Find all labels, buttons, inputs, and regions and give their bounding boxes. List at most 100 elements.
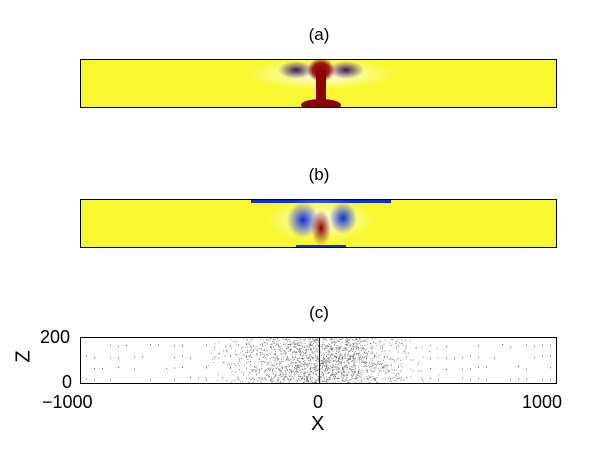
mesh-point bbox=[306, 356, 308, 358]
mesh-point bbox=[256, 353, 258, 355]
mesh-point bbox=[270, 378, 272, 380]
mesh-point bbox=[301, 345, 303, 347]
mesh-point bbox=[283, 353, 285, 355]
mesh-point bbox=[304, 377, 306, 379]
mesh-point bbox=[266, 369, 268, 371]
mesh-point bbox=[278, 369, 280, 371]
mesh-point bbox=[373, 342, 375, 344]
mesh-point bbox=[320, 370, 322, 372]
mesh-point bbox=[250, 346, 252, 347]
mesh-point bbox=[314, 364, 316, 366]
mesh-point bbox=[277, 377, 279, 379]
mesh-point bbox=[294, 367, 295, 369]
mesh-point bbox=[240, 348, 242, 350]
mesh-point bbox=[353, 362, 355, 363]
mesh-point bbox=[368, 382, 370, 383]
mesh-point bbox=[268, 367, 270, 369]
mesh-point bbox=[315, 366, 317, 367]
mesh-point bbox=[310, 367, 312, 369]
mesh-point bbox=[254, 379, 255, 381]
mesh-point bbox=[361, 381, 363, 383]
mesh-point bbox=[282, 367, 283, 369]
mesh-point bbox=[347, 367, 349, 369]
mesh-point bbox=[360, 379, 362, 381]
mesh-point bbox=[326, 364, 328, 366]
mesh-point bbox=[174, 345, 175, 347]
mesh-point bbox=[279, 383, 280, 384]
mesh-point bbox=[260, 377, 262, 379]
mesh-point bbox=[350, 379, 352, 380]
mesh-point bbox=[338, 341, 340, 342]
mesh-point bbox=[353, 356, 354, 358]
mesh-point bbox=[102, 368, 103, 370]
mesh-point bbox=[364, 340, 366, 342]
mesh-point bbox=[222, 361, 224, 363]
mesh-point bbox=[286, 339, 288, 341]
mesh-point bbox=[288, 375, 290, 377]
mesh-point bbox=[462, 357, 463, 359]
mesh-point bbox=[359, 384, 360, 385]
mesh-point bbox=[329, 378, 331, 380]
mesh-point bbox=[417, 370, 419, 372]
mesh-point bbox=[222, 377, 223, 379]
mesh-point bbox=[371, 347, 373, 349]
mesh-point bbox=[256, 368, 258, 370]
mesh-point bbox=[352, 358, 354, 360]
mesh-point bbox=[287, 356, 288, 357]
mesh-point bbox=[286, 370, 288, 372]
mesh-point bbox=[357, 374, 359, 376]
mesh-point bbox=[331, 339, 333, 341]
mesh-point bbox=[310, 371, 312, 373]
mesh-point bbox=[365, 365, 367, 367]
mesh-point bbox=[329, 382, 331, 383]
mesh-point bbox=[300, 351, 302, 352]
panel-a-heatmap bbox=[80, 59, 557, 108]
mesh-point bbox=[279, 382, 281, 383]
mesh-point bbox=[271, 381, 273, 383]
mesh-point bbox=[306, 364, 308, 366]
mesh-point bbox=[301, 376, 303, 378]
mesh-point bbox=[271, 344, 273, 346]
mesh-point bbox=[274, 363, 276, 365]
mesh-point bbox=[329, 377, 331, 379]
mesh-point bbox=[352, 348, 354, 350]
mesh-point bbox=[368, 363, 370, 365]
mesh-point bbox=[275, 374, 277, 376]
mesh-point bbox=[313, 357, 314, 359]
mesh-point bbox=[398, 377, 400, 379]
mesh-point bbox=[246, 377, 247, 379]
mesh-point bbox=[354, 368, 356, 370]
mesh-point bbox=[375, 342, 377, 344]
mesh-point bbox=[292, 346, 294, 348]
mesh-point bbox=[272, 342, 274, 344]
mesh-point bbox=[182, 367, 183, 369]
mesh-point bbox=[218, 341, 220, 343]
mesh-point bbox=[386, 364, 388, 366]
mesh-point bbox=[328, 361, 330, 363]
mesh-point bbox=[293, 343, 295, 345]
mesh-point bbox=[245, 383, 246, 384]
mesh-point bbox=[334, 338, 336, 340]
mesh-point bbox=[339, 338, 341, 340]
mesh-point bbox=[258, 362, 260, 364]
mesh-point bbox=[300, 348, 302, 350]
mesh-point bbox=[288, 359, 290, 361]
mesh-point bbox=[301, 369, 303, 371]
mesh-point bbox=[304, 379, 306, 381]
mesh-point bbox=[294, 344, 296, 346]
mesh-point bbox=[320, 384, 321, 385]
mesh-point bbox=[373, 367, 375, 369]
mesh-point bbox=[361, 347, 363, 349]
mesh-point bbox=[295, 370, 297, 372]
mesh-point bbox=[360, 340, 362, 342]
mesh-point bbox=[293, 378, 294, 379]
mesh-point bbox=[357, 346, 359, 348]
mesh-point bbox=[327, 369, 329, 371]
mesh-point bbox=[321, 368, 323, 370]
mesh-point bbox=[322, 362, 324, 364]
mesh-point bbox=[322, 357, 324, 358]
mesh-point bbox=[246, 340, 248, 342]
mesh-point bbox=[327, 350, 329, 351]
mesh-point bbox=[216, 379, 218, 381]
mesh-point bbox=[322, 338, 324, 339]
